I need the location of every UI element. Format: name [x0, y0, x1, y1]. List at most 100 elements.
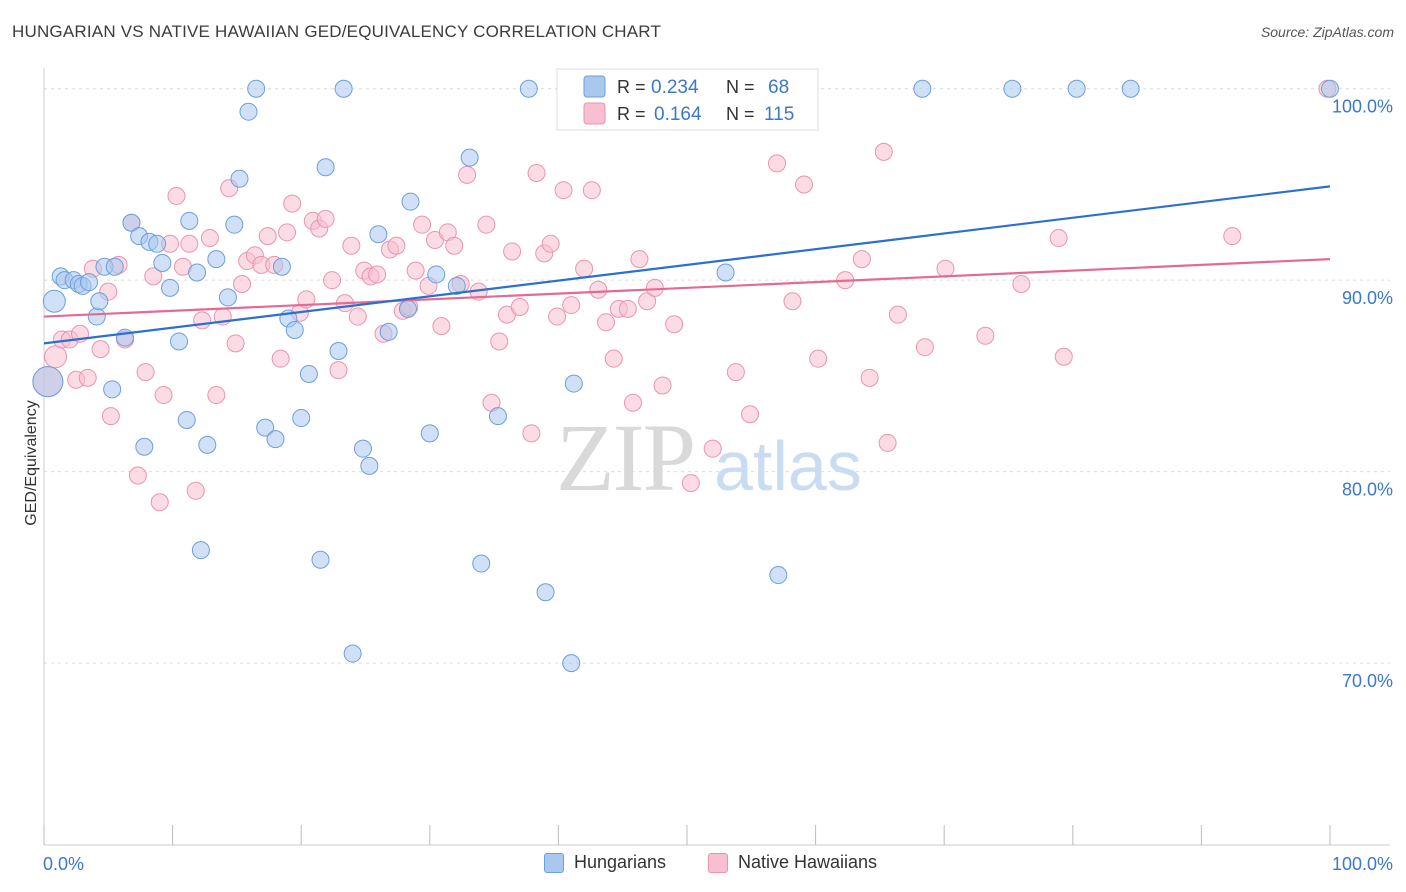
native-hawaiians-point: [258, 227, 277, 246]
native-hawaiians-point: [207, 386, 226, 405]
legend-r-value-hungarians: 0.234: [651, 77, 699, 98]
native-hawaiians-point: [432, 317, 451, 336]
hungarians-point: [564, 374, 583, 393]
native-hawaiians-point: [852, 250, 871, 269]
native-hawaiians-point: [477, 215, 496, 234]
hungarians-point: [292, 409, 311, 428]
hungarians-point: [188, 263, 207, 282]
hungarians-point: [1121, 79, 1140, 98]
hungarians-trend-line: [43, 185, 1331, 345]
native-hawaiians-point: [128, 466, 147, 485]
x-tick-label-min: 0.0%: [43, 854, 84, 874]
hungarians-point: [519, 79, 538, 98]
native-hawaiians-point: [342, 236, 361, 255]
native-hawaiians-point: [809, 349, 828, 368]
native-hawaiians-point: [1049, 229, 1068, 248]
native-hawaiians-point: [541, 234, 560, 253]
legend-bottom: Hungarians Native Hawaiians: [0, 852, 1406, 878]
native-hawaiians-point: [186, 481, 205, 500]
native-hawaiians-point: [783, 292, 802, 311]
hungarians-point: [239, 102, 258, 121]
hungarians-point: [122, 213, 141, 232]
hungarians-point: [103, 380, 122, 399]
hungarians-point: [247, 79, 266, 98]
legend-swatch-native-hawaiians: [583, 102, 606, 125]
hungarians-point: [369, 225, 388, 244]
native-hawaiians-point: [915, 338, 934, 357]
hungarians-point: [316, 158, 335, 177]
trend-lines: [43, 185, 1331, 345]
hungarians-point: [420, 424, 439, 443]
native-hawaiians-point: [726, 363, 745, 382]
legend-r-label-native-hawaiians: R =: [617, 104, 646, 124]
native-hawaiians-point: [1223, 227, 1242, 246]
legend-item-hungarians[interactable]: Hungarians: [544, 852, 666, 873]
watermark-atlas: atlas: [714, 427, 862, 505]
legend-label-hungarians: Hungarians: [574, 852, 667, 872]
native-hawaiians-point: [316, 209, 335, 228]
native-hawaiians-point: [278, 223, 297, 242]
y-tick-label: 100.0%: [1332, 97, 1393, 117]
hungarians-point: [536, 583, 555, 602]
native-hawaiians-point: [490, 332, 509, 351]
legend-label-native-hawaiians: Native Hawaiians: [738, 852, 878, 872]
hungarians-point: [447, 276, 466, 295]
hungarians-point: [180, 211, 199, 230]
native-hawaiians-point: [180, 234, 199, 253]
native-hawaiians-point: [323, 271, 342, 290]
hungarians-point: [105, 257, 124, 276]
hungarians-point: [716, 263, 735, 282]
hungarians-point: [177, 410, 196, 429]
hungarians-point: [207, 250, 226, 269]
hungarians-point: [329, 342, 348, 361]
native-hawaiians-point: [741, 405, 760, 424]
native-hawaiians-point: [167, 186, 186, 205]
native-hawaiians-point: [795, 175, 814, 194]
native-hawaiians-point: [874, 142, 893, 161]
x-tick-label-max: 100.0%: [1332, 854, 1393, 874]
native-hawaiians-point: [653, 376, 672, 395]
hungarians-point: [225, 215, 244, 234]
native-hawaiians-point: [562, 296, 581, 315]
native-hawaiians-point: [1012, 275, 1031, 294]
hungarians-point: [198, 435, 217, 454]
native-hawaiians-point: [575, 259, 594, 278]
native-hawaiians-point: [527, 163, 546, 182]
native-hawaiians-point: [101, 407, 120, 426]
legend-swatch-hungarians: [583, 75, 606, 98]
y-tick-label: 80.0%: [1342, 480, 1393, 500]
hungarians-point: [913, 79, 932, 98]
hungarians-point: [272, 257, 291, 276]
hungarians-point: [32, 366, 64, 398]
native-hawaiians-trend-line: [43, 258, 1331, 318]
native-hawaiians-point: [144, 267, 163, 286]
native-hawaiians-point: [283, 194, 302, 213]
blue-points: [32, 77, 1339, 673]
native-hawaiians-point: [554, 181, 573, 200]
y-axis-label: GED/Equivalency: [23, 400, 40, 525]
hungarians-point: [1321, 79, 1339, 98]
legend-r-value-native-hawaiians: 0.164: [654, 104, 702, 125]
native-hawaiians-point: [976, 326, 995, 345]
native-hawaiians-point: [348, 307, 367, 326]
legend-item-native-hawaiians[interactable]: Native Hawaiians: [708, 852, 877, 873]
hungarians-point: [230, 169, 249, 188]
axes: [43, 68, 1390, 846]
native-hawaiians-point: [630, 250, 649, 269]
hungarians-point: [170, 332, 189, 351]
native-hawaiians-point: [638, 292, 657, 311]
native-hawaiians-point: [458, 165, 477, 184]
native-hawaiians-point: [665, 315, 684, 334]
hungarians-point: [769, 566, 788, 585]
hungarians-point: [353, 439, 372, 458]
native-hawaiians-point: [271, 349, 290, 368]
native-hawaiians-point: [888, 305, 907, 324]
native-hawaiians-point: [368, 265, 387, 284]
hungarians-point: [285, 320, 304, 339]
native-hawaiians-point: [150, 493, 169, 512]
hungarians-point: [266, 430, 285, 449]
native-hawaiians-point: [44, 345, 68, 369]
hungarians-point: [42, 289, 66, 313]
hungarians-point: [161, 278, 180, 297]
hungarians-point: [562, 654, 581, 673]
